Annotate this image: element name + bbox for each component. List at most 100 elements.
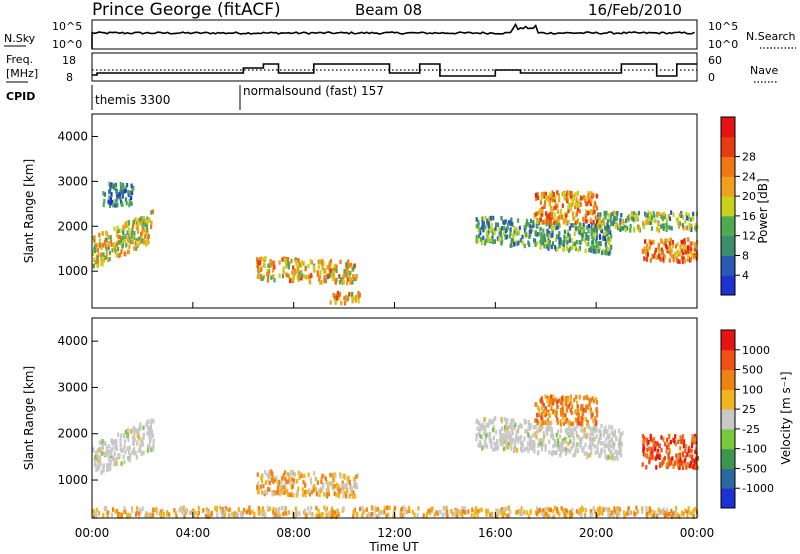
range-cell [494, 446, 497, 452]
range-cell [117, 246, 120, 252]
range-cell [329, 300, 332, 305]
range-cell [677, 224, 681, 229]
range-cell [495, 439, 499, 444]
range-cell [257, 270, 260, 276]
range-cell [111, 248, 114, 253]
range-cell [451, 511, 454, 517]
range-cell [684, 444, 688, 449]
range-cell [128, 202, 131, 208]
range-cell [587, 223, 591, 229]
range-cell [142, 216, 146, 221]
range-cell [534, 192, 538, 198]
range-cell [185, 507, 188, 513]
range-cell [246, 509, 249, 514]
range-cell [361, 505, 364, 511]
y-tick-label: 3000 [57, 380, 88, 394]
range-cell [695, 440, 698, 446]
range-cell [587, 424, 590, 429]
range-cell [446, 510, 449, 515]
range-cell [598, 453, 601, 458]
range-cell [120, 433, 123, 438]
range-cell [621, 226, 624, 231]
range-cell [694, 449, 697, 454]
range-cell [517, 425, 520, 430]
range-cell [291, 483, 294, 488]
range-cell [350, 294, 353, 299]
range-cell [594, 228, 597, 233]
range-cell [542, 228, 545, 233]
nave-tick-low: 0 [708, 71, 715, 84]
range-cell [103, 505, 106, 511]
range-cell [578, 222, 582, 227]
range-cell [694, 507, 697, 512]
range-cell [333, 295, 336, 301]
range-cell [115, 438, 118, 444]
range-cell [400, 507, 403, 512]
range-cell [486, 432, 489, 437]
range-cell [615, 221, 618, 227]
range-cell [585, 235, 588, 240]
range-cell [611, 443, 615, 448]
range-cell [303, 483, 306, 488]
range-cell [151, 512, 155, 518]
range-cell [267, 263, 270, 268]
range-cell [641, 462, 644, 467]
range-cell [488, 439, 491, 444]
range-cell [355, 274, 358, 280]
range-cell [346, 280, 349, 286]
range-cell [327, 491, 330, 497]
range-cell [286, 489, 289, 494]
range-cell [297, 486, 300, 492]
range-cell [595, 434, 598, 439]
range-cell [128, 457, 131, 462]
range-cell [633, 211, 636, 216]
range-cell [609, 213, 613, 219]
range-cell [595, 239, 598, 244]
range-cell [565, 408, 568, 413]
range-cell [385, 505, 389, 511]
range-cell [127, 238, 130, 244]
range-cell [439, 510, 442, 515]
range-cell [539, 398, 542, 403]
range-cell [683, 256, 686, 261]
range-cell [569, 399, 572, 404]
range-cell [584, 417, 587, 422]
range-cell [634, 511, 637, 517]
range-cell [567, 191, 570, 196]
range-cell [285, 272, 288, 277]
range-cell [92, 514, 95, 519]
range-cell [298, 271, 301, 276]
range-cell [489, 512, 492, 517]
range-cell [133, 432, 136, 437]
range-cell [101, 451, 104, 456]
range-cell [580, 427, 583, 433]
range-cell [426, 511, 429, 516]
range-cell [580, 406, 583, 412]
range-cell [553, 216, 556, 222]
range-cell [609, 237, 612, 243]
range-cell [510, 238, 513, 243]
range-cell [273, 477, 277, 483]
range-cell [445, 506, 448, 512]
range-cell [486, 444, 489, 449]
range-cell [657, 455, 660, 460]
range-cell [648, 245, 652, 250]
range-cell [568, 419, 571, 425]
range-cell [345, 273, 348, 278]
range-cell [664, 213, 667, 219]
range-cell [599, 219, 602, 225]
range-cell [276, 485, 280, 491]
range-cell [684, 508, 687, 513]
range-cell [329, 268, 332, 273]
range-cell [180, 507, 183, 512]
range-cell [140, 232, 143, 237]
range-cell [264, 469, 267, 475]
range-cell [543, 244, 546, 249]
range-cell [667, 213, 670, 219]
range-cell [492, 427, 495, 433]
range-cell [129, 513, 132, 518]
range-cell [141, 451, 144, 456]
range-cell [105, 251, 108, 257]
range-cell [687, 445, 691, 451]
range-cell [261, 490, 264, 495]
